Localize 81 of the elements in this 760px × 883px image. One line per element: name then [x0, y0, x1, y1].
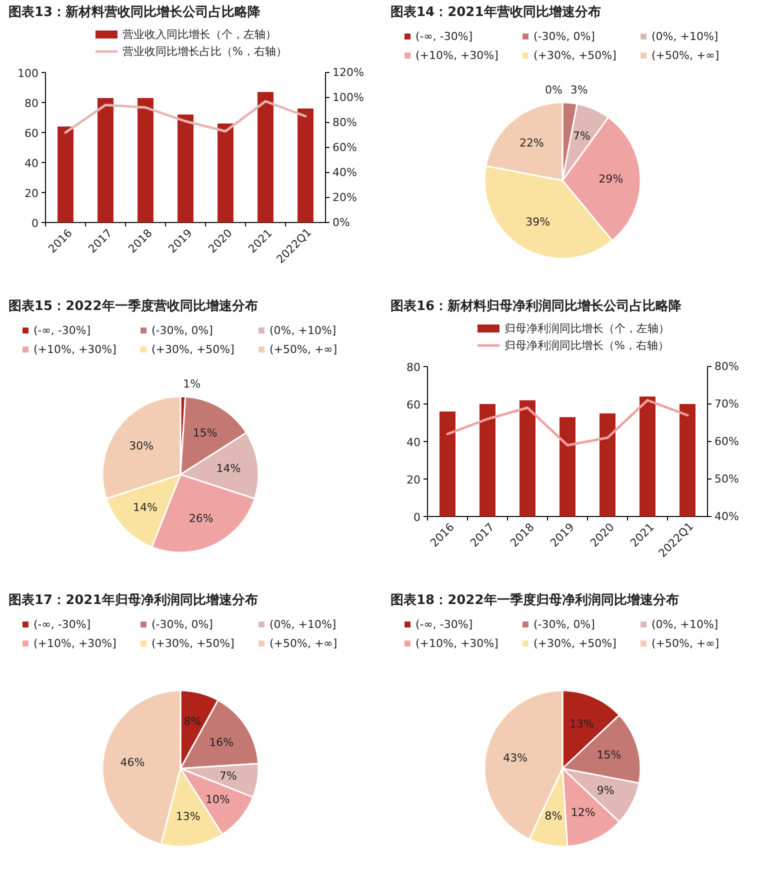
legend-label: (+10%, +30%] [416, 637, 498, 650]
data-label: 22% [519, 136, 544, 150]
legend-label: (+30%, +50%] [152, 637, 234, 650]
legend-label: (0%, +10%] [270, 324, 336, 337]
data-label: 16% [209, 736, 234, 750]
data-label: 46% [120, 756, 145, 769]
data-label: 29% [598, 172, 624, 186]
data-label: 13% [176, 810, 200, 823]
y-tick-label: 20 [24, 187, 39, 200]
y2-tick-label: 100% [332, 91, 364, 104]
chart-title: 图表13：新材料营收同比增长公司占比略降 [8, 4, 262, 20]
data-label: 7% [572, 130, 590, 143]
data-label: 9% [596, 784, 614, 797]
data-label: 39% [526, 216, 550, 229]
y2-tick-label: 80% [332, 116, 357, 129]
data-label: 26% [188, 512, 214, 525]
y-tick-label: 40 [406, 436, 421, 449]
data-label: 1% [183, 377, 201, 390]
chart-title: 图表17：2021年归母净利润同比增速分布 [8, 592, 258, 608]
legend-label: (-30%, 0%] [152, 324, 213, 337]
data-label: 8% [184, 715, 202, 728]
chart-title: 图表14：2021年营收同比增速分布 [390, 4, 601, 20]
y-tick-label: 100 [18, 67, 39, 80]
legend-label: (+30%, +50%] [152, 343, 234, 356]
legend-label: (+10%, +30%] [34, 637, 116, 650]
chart-title: 图表18：2022年一季度归母净利润同比增速分布 [390, 592, 679, 608]
legend-label: (+50%, +∞] [270, 637, 338, 650]
y-tick-label: 60 [406, 398, 421, 412]
y-tick-label: 20 [406, 474, 421, 486]
y-tick-label: 80 [24, 97, 39, 110]
legend-label: (0%, +10%] [652, 618, 718, 631]
legend-label: (0%, +10%] [270, 618, 336, 631]
text: 0% [545, 83, 562, 96]
legend-label: (-30%, 0%] [534, 30, 595, 43]
y2-tick-label: 40% [332, 166, 357, 179]
legend-label: 营业收同比增长占比（%，右轴） [122, 45, 287, 58]
chart-title: 图表16：新材料归母净利润同比增长公司占比略降 [390, 298, 683, 314]
legend-label: (-∞, -30%] [416, 618, 473, 631]
data-label: 14% [216, 462, 241, 475]
y2-tick-label: 60% [332, 141, 357, 154]
y2-tick-label: 0% [332, 216, 350, 229]
legend-label: (+50%, +∞] [652, 637, 720, 650]
y2-tick-label: 120% [332, 66, 364, 79]
data-label: 7% [220, 770, 237, 783]
data-label: 10% [206, 792, 230, 806]
data-label: 43% [503, 751, 528, 764]
y2-tick-label: 60% [714, 435, 739, 448]
data-label: 15% [596, 748, 622, 762]
y2-tick-label: 50% [714, 472, 739, 486]
y-tick-label: 80 [406, 361, 421, 374]
legend-label: 归母净利润同比增长（个，左轴） [504, 322, 670, 335]
data-label: 15% [192, 426, 218, 440]
data-label: 8% [544, 810, 562, 823]
legend-label: (-∞, -30%] [34, 618, 91, 631]
y2-tick-label: 40% [714, 510, 739, 523]
legend-label: (+30%, +50%] [534, 637, 616, 650]
data-label: 12% [570, 806, 596, 819]
legend-label: (+50%, +∞] [270, 343, 338, 356]
y-tick-label: 0 [414, 511, 420, 524]
legend-label: (+30%, +50%] [534, 49, 616, 62]
y-tick-label: 0 [32, 217, 38, 230]
y-tick-label: 60 [24, 127, 39, 140]
y2-tick-label: 80% [714, 360, 739, 373]
data-label: 14% [133, 501, 158, 514]
legend-label: (+10%, +30%] [34, 343, 116, 356]
chart-title: 图表15：2022年一季度营收同比增速分布 [8, 298, 258, 314]
legend-label: (+50%, +∞] [652, 49, 720, 62]
data-label: 30% [129, 440, 154, 453]
legend-label: (-30%, 0%] [152, 618, 213, 631]
y-tick-label: 40 [24, 157, 39, 170]
legend-label: (-30%, 0%] [534, 618, 595, 631]
legend-label: (-∞, -30%] [34, 324, 91, 337]
legend-label: (-∞, -30%] [416, 30, 473, 43]
y2-tick-label: 20% [332, 191, 357, 204]
legend-label: 归母净利润同比增长（%，右轴） [504, 339, 669, 352]
legend-label: (0%, +10%] [652, 30, 718, 43]
legend-label: 营业收入同比增长（个，左轴） [122, 28, 276, 41]
y2-tick-label: 70% [714, 398, 739, 410]
data-label: 13% [569, 718, 594, 731]
data-label: 3% [570, 84, 588, 97]
legend-label: (+10%, +30%] [416, 49, 498, 62]
